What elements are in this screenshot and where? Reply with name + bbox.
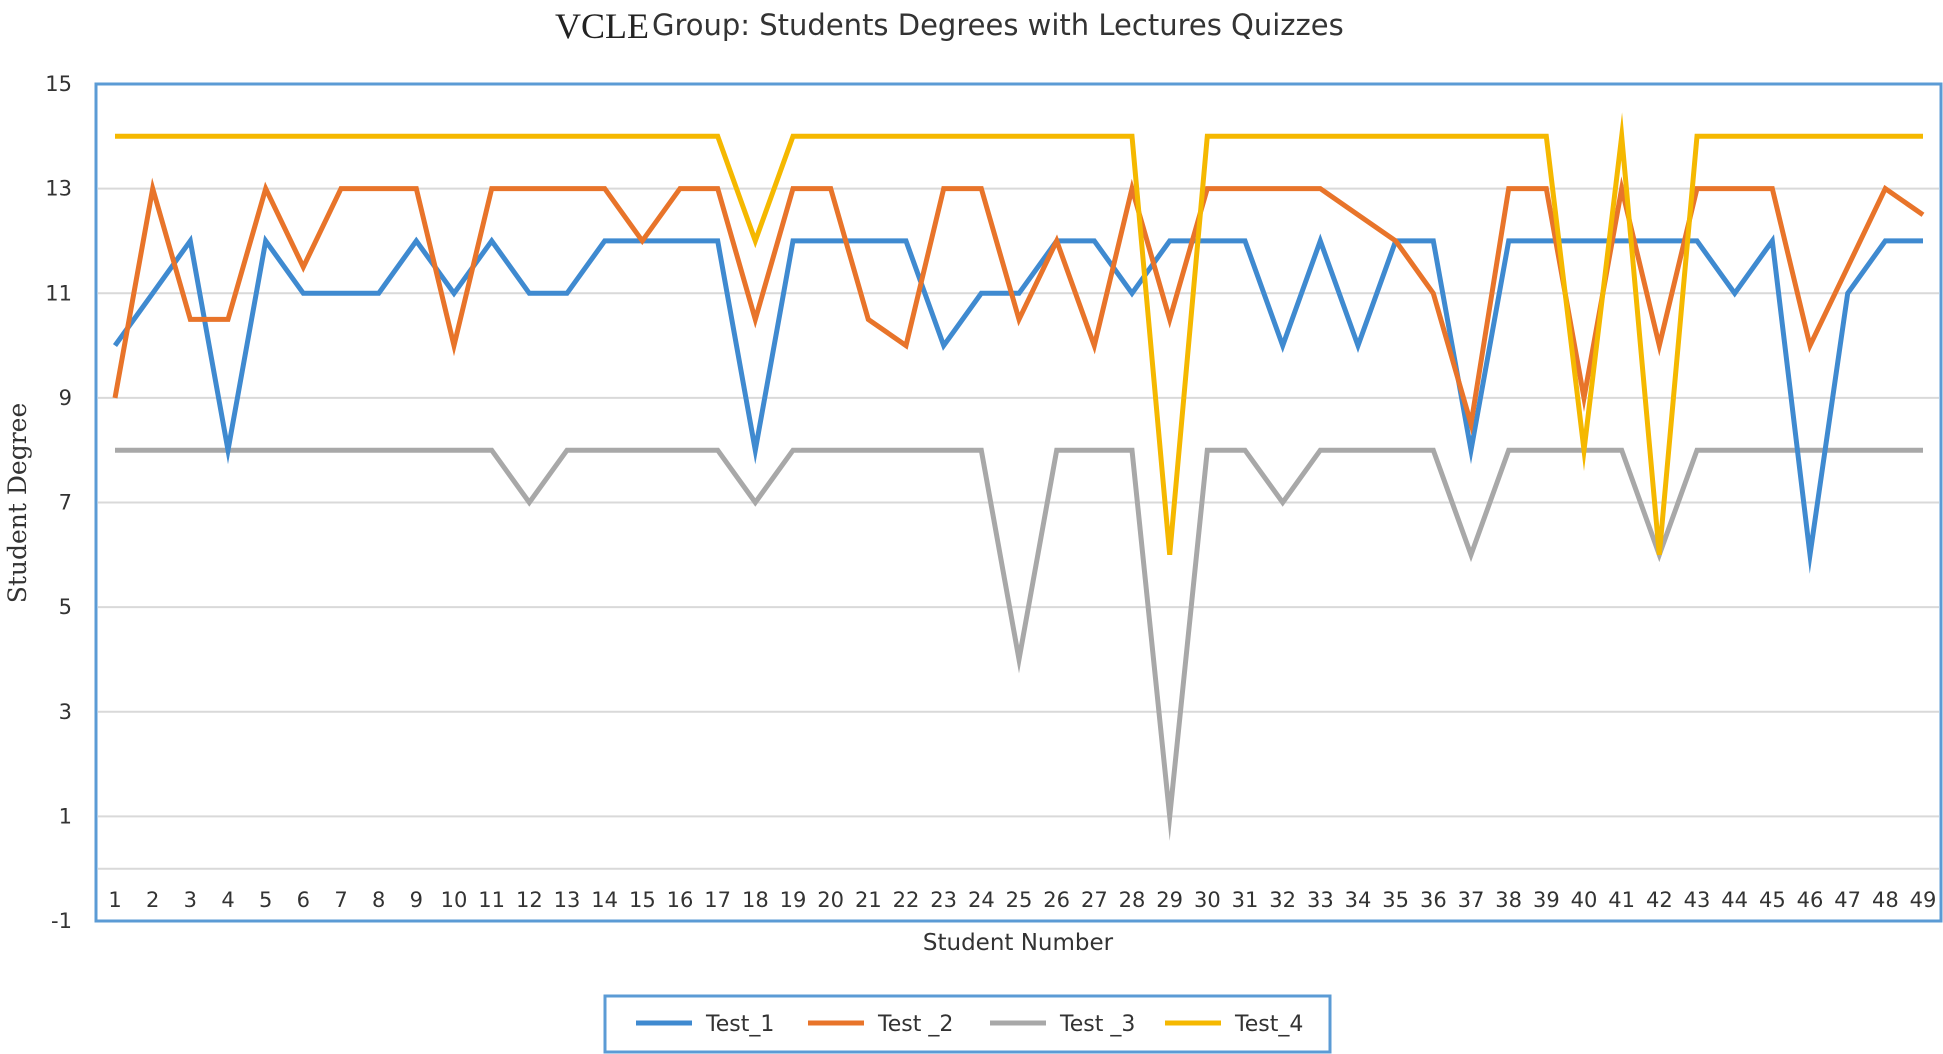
chart-title: Group: Students Degrees with Lectures Qu… (652, 8, 1344, 42)
x-tick-label: 40 (1571, 888, 1598, 912)
x-tick-label: 6 (297, 888, 310, 912)
x-tick-label: 28 (1119, 888, 1146, 912)
x-tick-label: 16 (667, 888, 694, 912)
y-tick-label: 1 (59, 804, 72, 828)
x-tick-label: 45 (1759, 888, 1786, 912)
series-line-test-3 (115, 447, 1923, 841)
x-tick-label: 22 (893, 888, 920, 912)
x-axis-title: Student Number (923, 930, 1114, 956)
x-tick-label: 3 (184, 888, 197, 912)
x-tick-label: 5 (259, 888, 272, 912)
x-tick-label: 25 (1006, 888, 1033, 912)
x-tick-label: 49 (1910, 888, 1937, 912)
x-tick-label: 18 (742, 888, 769, 912)
series-line-test-2 (112, 176, 1925, 436)
series-line-test-1 (112, 233, 1923, 574)
x-tick-label: 13 (554, 888, 581, 912)
y-tick-label: 3 (59, 700, 72, 724)
x-tick-label: 47 (1834, 888, 1861, 912)
x-tick-label: 42 (1646, 888, 1673, 912)
y-tick-label: 7 (59, 491, 72, 515)
x-tick-label: 41 (1608, 888, 1635, 912)
y-tick-label: 9 (59, 386, 72, 410)
x-tick-label: 17 (704, 888, 731, 912)
x-tick-label: 37 (1458, 888, 1485, 912)
x-tick-label: 48 (1872, 888, 1899, 912)
x-tick-label: 43 (1684, 888, 1711, 912)
x-tick-label: 10 (441, 888, 468, 912)
x-tick-label: 23 (930, 888, 957, 912)
x-tick-label: 15 (629, 888, 656, 912)
y-tick-label: 13 (45, 177, 72, 201)
legend-label: Test _3 (1059, 1012, 1135, 1037)
x-tick-label: 12 (516, 888, 543, 912)
legend-label: Test_4 (1234, 1012, 1303, 1037)
x-tick-label: 36 (1420, 888, 1447, 912)
x-tick-label: 26 (1043, 888, 1070, 912)
x-tick-label: 46 (1797, 888, 1824, 912)
legend: Test_1 Test _2 Test _3 Test_4 (636, 1012, 1303, 1037)
x-tick-label: 38 (1495, 888, 1522, 912)
x-tick-label: 30 (1194, 888, 1221, 912)
x-tick-label: 39 (1533, 888, 1560, 912)
series-lines (112, 112, 1925, 841)
y-tick-label: 11 (45, 281, 72, 305)
y-axis-title: Student Degree (3, 403, 32, 604)
series-line-test-4 (115, 112, 1923, 556)
x-tick-label: 11 (478, 888, 505, 912)
x-tick-label: 4 (221, 888, 234, 912)
legend-label: Test_1 (705, 1012, 774, 1037)
x-tick-label: 31 (1232, 888, 1259, 912)
x-tick-label: 19 (780, 888, 807, 912)
x-tick-label: 20 (817, 888, 844, 912)
x-tick-label: 14 (591, 888, 618, 912)
y-tick-label: 15 (45, 72, 72, 96)
x-tick-label: 8 (372, 888, 385, 912)
x-tick-label: 44 (1721, 888, 1748, 912)
x-tick-label: 9 (410, 888, 423, 912)
x-tick-label: 33 (1307, 888, 1334, 912)
x-tick-label: 24 (968, 888, 995, 912)
x-tick-label: 29 (1156, 888, 1183, 912)
x-tick-label: 1 (108, 888, 121, 912)
x-tick-label: 7 (334, 888, 347, 912)
x-tick-label: 27 (1081, 888, 1108, 912)
x-tick-label: 2 (146, 888, 159, 912)
y-tick-label: 5 (59, 595, 72, 619)
x-tick-label: 32 (1269, 888, 1296, 912)
chart-title-prefix: VCLE (555, 6, 649, 46)
legend-label: Test _2 (877, 1012, 953, 1037)
y-tick-label: -1 (51, 909, 72, 933)
x-tick-label: 21 (855, 888, 882, 912)
x-axis-ticks: 1 2 3 4 5 6 7 8 9 10 11 12 13 14 15 16 17 18 19 20 21 22 23 24 2… (108, 888, 1936, 912)
x-tick-label: 35 (1382, 888, 1409, 912)
x-tick-label: 34 (1345, 888, 1372, 912)
